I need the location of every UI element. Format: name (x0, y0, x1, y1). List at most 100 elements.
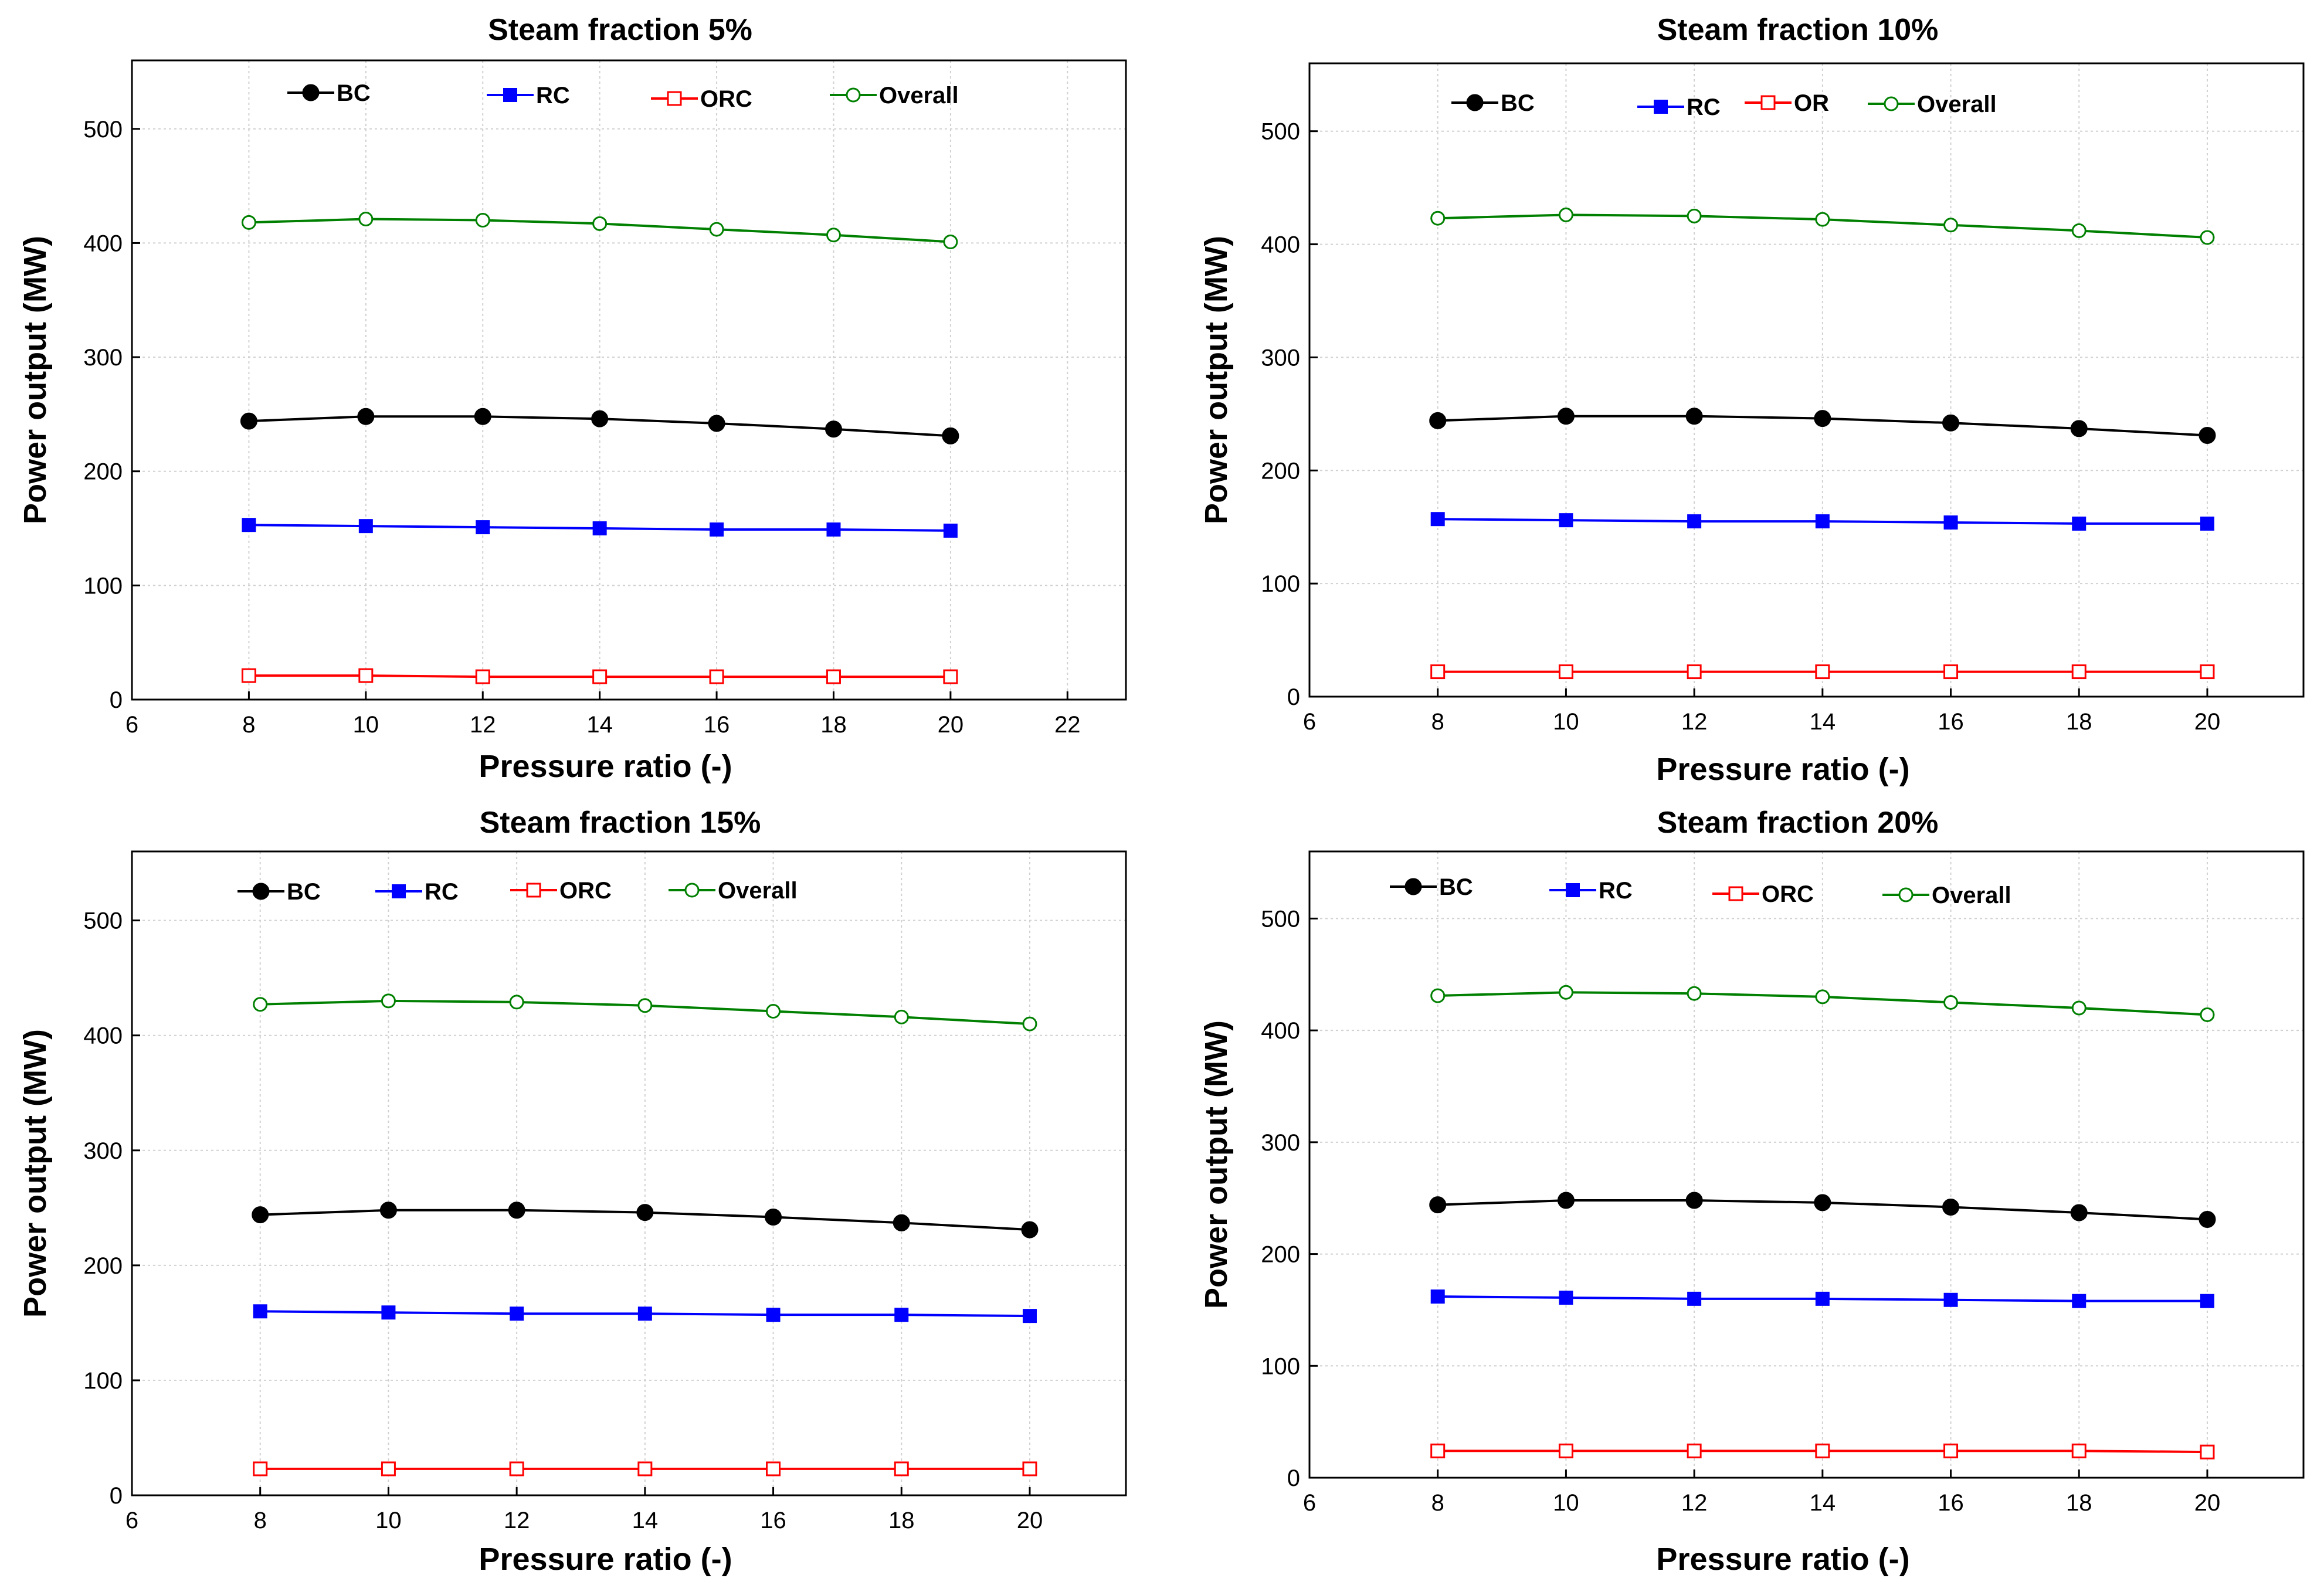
series-rc (253, 1304, 1037, 1323)
data-point (2071, 1000, 2086, 1016)
x-tick-label: 6 (1303, 709, 1316, 735)
series-or (1430, 664, 2215, 680)
data-point (252, 1206, 269, 1224)
data-point (358, 668, 374, 683)
legend-label: BC (337, 80, 371, 106)
data-point (475, 669, 490, 684)
legend-marker (1404, 878, 1422, 895)
data-point (709, 669, 724, 684)
data-point (1687, 208, 1702, 223)
y-tick-label: 300 (1261, 1130, 1300, 1156)
y-tick-label: 100 (1261, 571, 1300, 597)
data-point (242, 518, 256, 532)
legend-marker (392, 884, 406, 898)
data-point (591, 410, 609, 427)
y-tick-label: 200 (83, 459, 123, 485)
y-tick-label: 300 (83, 1138, 123, 1164)
legend-label: RC (1687, 94, 1721, 120)
data-point (1815, 212, 1830, 227)
data-point (636, 1204, 654, 1221)
data-point (1430, 988, 1446, 1003)
legend-marker (302, 84, 320, 101)
series-bc (1429, 1192, 2216, 1228)
data-point (1943, 664, 1959, 680)
series-overall (241, 212, 958, 249)
data-point (510, 1306, 524, 1321)
data-point (1430, 1289, 1445, 1304)
data-point (2071, 664, 2086, 680)
x-tick-label: 14 (586, 712, 613, 738)
x-tick-label: 16 (704, 712, 730, 738)
data-point (2199, 427, 2216, 444)
x-tick-label: 18 (2066, 1490, 2092, 1516)
x-tick-label: 16 (1938, 1490, 1964, 1516)
x-tick-label: 18 (888, 1508, 915, 1533)
data-point (358, 519, 373, 534)
legend-label: ORC (700, 86, 752, 112)
data-point (894, 1009, 909, 1024)
data-point (1943, 1443, 1959, 1458)
legend-marker (1898, 887, 1914, 902)
x-tick-label: 6 (1303, 1490, 1316, 1516)
data-point (1943, 515, 1958, 530)
data-point (2071, 223, 2086, 238)
legend-marker (667, 91, 682, 106)
data-point (1687, 1443, 1702, 1458)
data-point (943, 523, 958, 538)
series-rc (1430, 512, 2214, 531)
data-point (1687, 986, 1702, 1001)
legend-item-overall: Overall (1868, 91, 1997, 117)
data-point (1815, 1443, 1830, 1458)
data-point (942, 427, 959, 444)
series-orc (1430, 1443, 2215, 1460)
legend-label: RC (536, 83, 570, 108)
y-tick-label: 500 (83, 117, 123, 142)
x-tick-label: 20 (2194, 709, 2221, 735)
data-point (1559, 513, 1573, 528)
x-tick-label: 22 (1054, 712, 1081, 738)
legend-label: Overall (1932, 883, 2011, 908)
series-overall (1430, 207, 2215, 245)
data-point (2072, 1294, 2086, 1308)
x-tick-label: 10 (1553, 709, 1579, 735)
data-point (1815, 664, 1830, 680)
data-point (241, 215, 256, 230)
data-point (893, 1214, 910, 1231)
data-point (1429, 412, 1447, 429)
data-point (1814, 1194, 1831, 1211)
data-point (1687, 664, 1702, 680)
series-orc (253, 1461, 1037, 1477)
x-tick-label: 16 (1938, 709, 1964, 735)
data-point (253, 997, 268, 1012)
legend-marker (1728, 886, 1743, 901)
x-axis-label: Pressure ratio (-) (1656, 1542, 1909, 1577)
y-axis-label: Power output (MW) (18, 1029, 53, 1318)
y-tick-label: 500 (1261, 906, 1300, 932)
data-point (2200, 1294, 2214, 1308)
legend-item-or: OR (1745, 90, 1829, 116)
data-point (1022, 1016, 1037, 1031)
x-axis-label: Pressure ratio (-) (1656, 752, 1909, 787)
x-axis-label: Pressure ratio (-) (479, 749, 732, 784)
data-point (1558, 664, 1573, 680)
legend-item-bc: BC (287, 80, 371, 106)
data-point (1687, 514, 1702, 529)
data-point (826, 522, 841, 537)
series-bc (1429, 408, 2216, 444)
data-point (709, 222, 724, 237)
data-point (1942, 1198, 1960, 1216)
legend-item-bc: BC (1451, 90, 1535, 116)
y-tick-label: 400 (1261, 1018, 1300, 1044)
data-point (1685, 408, 1703, 425)
data-point (1430, 664, 1446, 680)
legend-item-orc: ORC (510, 878, 612, 904)
data-point (1430, 512, 1445, 527)
y-tick-label: 0 (110, 687, 123, 713)
y-tick-label: 0 (1287, 684, 1300, 710)
data-point (943, 669, 958, 684)
legend-label: BC (1501, 90, 1535, 116)
legend-marker (1884, 96, 1899, 111)
